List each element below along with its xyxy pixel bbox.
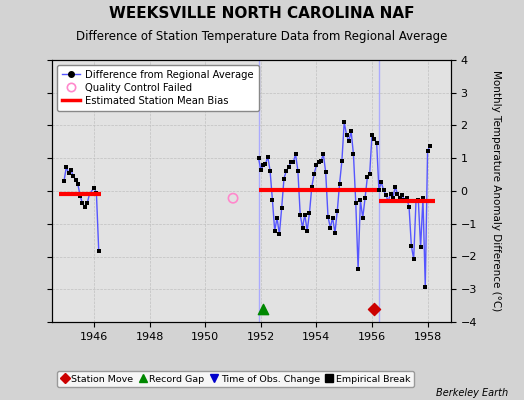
Point xyxy=(337,158,346,164)
Point xyxy=(278,205,286,211)
Point xyxy=(254,155,263,162)
Point xyxy=(62,164,71,171)
Point xyxy=(285,164,293,171)
Point xyxy=(78,200,86,207)
Point xyxy=(419,195,427,202)
Point xyxy=(414,197,422,203)
Point xyxy=(402,195,411,202)
Point xyxy=(368,132,376,138)
Point xyxy=(347,128,355,134)
Point xyxy=(394,190,402,197)
Point xyxy=(375,187,383,194)
Point xyxy=(317,158,325,164)
Point xyxy=(321,169,330,175)
Point xyxy=(64,170,73,176)
Point xyxy=(291,151,300,158)
Point xyxy=(310,171,318,177)
Point xyxy=(412,198,420,205)
Point xyxy=(259,306,267,312)
Point xyxy=(352,200,360,207)
Legend: Station Move, Record Gap, Time of Obs. Change, Empirical Break: Station Move, Record Gap, Time of Obs. C… xyxy=(57,371,414,387)
Point xyxy=(363,174,372,180)
Point xyxy=(67,166,75,173)
Point xyxy=(423,148,432,154)
Point xyxy=(361,195,369,202)
Point xyxy=(425,143,434,149)
Point xyxy=(379,187,388,194)
Point xyxy=(356,197,365,203)
Point xyxy=(345,138,353,144)
Point xyxy=(398,192,406,198)
Point xyxy=(358,215,367,221)
Point xyxy=(308,184,316,190)
Point xyxy=(312,162,321,169)
Point xyxy=(417,244,425,250)
Y-axis label: Monthly Temperature Anomaly Difference (°C): Monthly Temperature Anomaly Difference (… xyxy=(491,70,501,312)
Point xyxy=(69,173,78,180)
Point xyxy=(319,151,328,158)
Point xyxy=(303,228,311,234)
Point xyxy=(76,193,84,199)
Point xyxy=(268,197,277,203)
Point xyxy=(354,266,362,272)
Point xyxy=(94,248,103,254)
Point xyxy=(386,190,395,197)
Point xyxy=(373,139,381,146)
Point xyxy=(280,175,288,182)
Point xyxy=(333,208,342,214)
Point xyxy=(293,168,302,174)
Point xyxy=(273,215,281,221)
Point xyxy=(335,180,344,187)
Point xyxy=(389,195,397,202)
Point xyxy=(405,204,413,210)
Point xyxy=(384,198,392,205)
Point xyxy=(331,230,339,236)
Point xyxy=(301,211,309,218)
Point xyxy=(326,224,334,231)
Point xyxy=(264,154,272,160)
Point xyxy=(257,166,265,173)
Point xyxy=(229,195,237,202)
Point xyxy=(407,243,416,249)
Point xyxy=(85,191,94,198)
Point xyxy=(377,179,386,185)
Point xyxy=(396,195,404,202)
Point xyxy=(340,119,348,126)
Point xyxy=(259,162,267,169)
Point xyxy=(282,168,290,174)
Text: WEEKSVILLE NORTH CAROLINA NAF: WEEKSVILLE NORTH CAROLINA NAF xyxy=(109,6,415,21)
Point xyxy=(296,211,304,218)
Point xyxy=(261,161,270,167)
Point xyxy=(350,151,358,158)
Point xyxy=(391,184,399,190)
Point xyxy=(342,132,351,138)
Point xyxy=(81,204,89,210)
Point xyxy=(71,176,80,183)
Point xyxy=(409,256,418,262)
Point xyxy=(305,210,314,216)
Legend: Difference from Regional Average, Quality Control Failed, Estimated Station Mean: Difference from Regional Average, Qualit… xyxy=(58,65,259,111)
Point xyxy=(400,197,409,203)
Point xyxy=(266,168,274,174)
Text: Difference of Station Temperature Data from Regional Average: Difference of Station Temperature Data f… xyxy=(77,30,447,43)
Point xyxy=(421,284,430,290)
Point xyxy=(381,192,390,198)
Point xyxy=(289,159,298,165)
Point xyxy=(370,306,378,312)
Point xyxy=(370,136,378,142)
Point xyxy=(298,224,307,231)
Point xyxy=(314,159,323,165)
Point xyxy=(366,171,374,177)
Point xyxy=(90,184,99,191)
Text: Berkeley Earth: Berkeley Earth xyxy=(436,388,508,398)
Point xyxy=(329,215,337,221)
Point xyxy=(60,178,68,184)
Point xyxy=(74,181,82,188)
Point xyxy=(324,213,332,220)
Point xyxy=(275,231,283,238)
Point xyxy=(92,190,101,196)
Point xyxy=(270,228,279,234)
Point xyxy=(287,159,295,165)
Point xyxy=(83,200,91,207)
